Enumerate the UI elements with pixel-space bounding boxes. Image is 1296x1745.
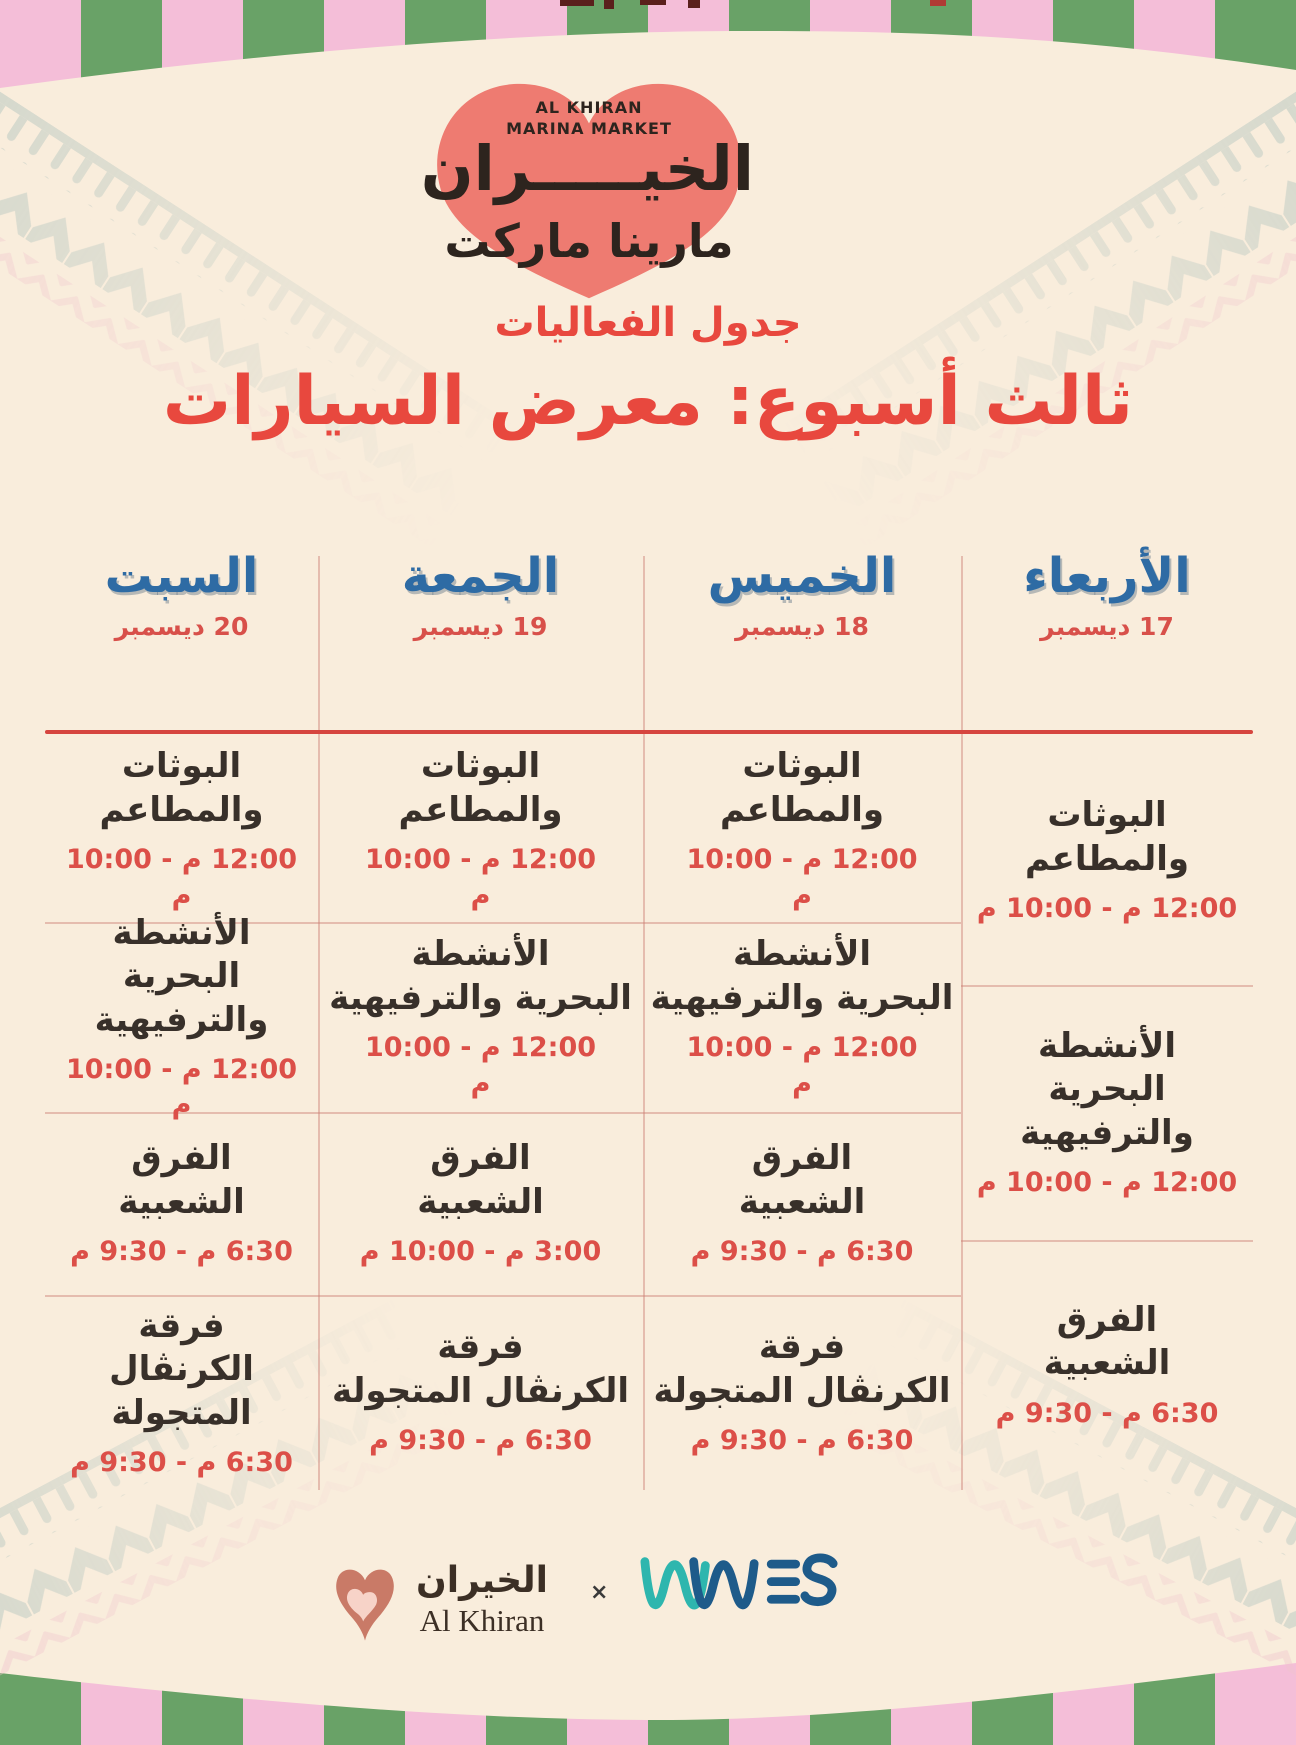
- collaboration-x-icon: ×: [590, 1580, 609, 1605]
- event-time: 3:00 م - 10:00 م: [359, 1236, 602, 1268]
- cropped-text-fragment: [560, 0, 594, 6]
- day-name: السبت: [104, 548, 259, 604]
- event-cell: فرقة الكرنڤال المتجولة 6:30 م - 9:30 م: [45, 1295, 318, 1490]
- event-time: 12:00 م - 10:00 م: [65, 1054, 298, 1121]
- row-divider: [45, 922, 961, 924]
- column-divider: [643, 556, 645, 1490]
- event-time: 12:00 م - 10:00 م: [65, 844, 298, 911]
- cropped-text-fragment: [640, 0, 666, 5]
- event-time: 12:00 م - 10:00 م: [364, 844, 597, 911]
- event-cell: الفرق الشعبية 6:30 م - 9:30 م: [961, 1240, 1253, 1490]
- event-title: الفرق الشعبية: [1043, 1299, 1171, 1384]
- page-title: ثالث أسبوع: معرض السيارات: [162, 362, 1134, 441]
- event-cell: الأنشطة البحرية والترفيهية 12:00 م - 10:…: [318, 922, 643, 1112]
- event-time: 6:30 م - 9:30 م: [690, 1425, 914, 1457]
- column-divider: [961, 556, 963, 1490]
- event-cell: فرقة الكرنڤال المتجولة 6:30 م - 9:30 م: [318, 1295, 643, 1490]
- event-title: فرقة الكرنڤال المتجولة: [653, 1327, 951, 1411]
- event-title: البوثات والمطاعم: [398, 746, 563, 830]
- event-title: الأنشطة البحرية والترفيهية: [1020, 1025, 1194, 1153]
- alkhiran-wordmark: الخيران Al Khiran: [402, 1560, 562, 1639]
- schedule-subtitle: جدول الفعاليات: [494, 300, 802, 346]
- event-title: الأنشطة البحرية والترفيهية: [94, 912, 269, 1040]
- event-time: 6:30 م - 9:30 م: [70, 1236, 293, 1268]
- day-date: 19 ديسمبر: [413, 612, 548, 641]
- event-title: الفرق الشعبية: [738, 1138, 866, 1222]
- event-cell: الأنشطة البحرية والترفيهية 12:00 م - 10:…: [45, 913, 318, 1121]
- waves-logo: [640, 1553, 838, 1610]
- row-divider: [45, 1112, 961, 1114]
- day-header-saturday: السبت 20 ديسمبر: [45, 548, 318, 641]
- event-time: 6:30 م - 9:30 م: [369, 1425, 592, 1457]
- event-title: الفرق الشعبية: [118, 1138, 245, 1222]
- day-name: الخميس: [707, 548, 897, 604]
- event-time: 12:00 م - 10:00 م: [686, 844, 918, 911]
- event-title: فرقة الكرنڤال المتجولة: [332, 1327, 629, 1411]
- event-time: 6:30 م - 9:30 م: [70, 1447, 293, 1479]
- event-title: الفرق الشعبية: [417, 1138, 544, 1222]
- event-cell: البوثات والمطاعم 12:00 م - 10:00 م: [643, 736, 961, 922]
- event-time: 6:30 م - 9:30 م: [690, 1236, 914, 1268]
- cropped-text-fragment: [930, 0, 946, 6]
- event-title: الأنشطة البحرية والترفيهية: [329, 934, 632, 1018]
- event-cell: البوثات والمطاعم 12:00 م - 10:00 م: [961, 736, 1253, 985]
- logo-arabic-subname: مارينا ماركت: [444, 214, 734, 268]
- event-time: 12:00 م - 10:00 م: [686, 1032, 918, 1099]
- row-divider: [961, 985, 1253, 987]
- day-name: الجمعة: [401, 548, 560, 604]
- day-header-thursday: الخميس 18 ديسمبر: [643, 548, 961, 641]
- event-cell: فرقة الكرنڤال المتجولة 6:30 م - 9:30 م: [643, 1295, 961, 1490]
- event-cell: الأنشطة البحرية والترفيهية 12:00 م - 10:…: [961, 985, 1253, 1240]
- event-title: الأنشطة البحرية والترفيهية: [650, 934, 954, 1018]
- event-title: البوثات والمطاعم: [719, 746, 885, 830]
- column-divider: [318, 556, 320, 1490]
- cropped-text-fragment: [604, 0, 614, 9]
- day-header-friday: الجمعة 19 ديسمبر: [318, 548, 643, 641]
- event-cell: البوثات والمطاعم 12:00 م - 10:00 م: [45, 736, 318, 922]
- logo-english-name: AL KHIRAN MARINA MARKET: [506, 98, 672, 138]
- day-date: 17 ديسمبر: [1040, 612, 1174, 641]
- alkhiran-heart-icon: [333, 1563, 397, 1649]
- day-date: 18 ديسمبر: [735, 612, 869, 641]
- event-time: 12:00 م - 10:00 م: [976, 893, 1238, 925]
- event-cell: الأنشطة البحرية والترفيهية 12:00 م - 10:…: [643, 922, 961, 1112]
- event-title: البوثات والمطاعم: [99, 746, 264, 830]
- event-cell: البوثات والمطاعم 12:00 م - 10:00 م: [318, 736, 643, 922]
- day-header-wednesday: الأربعاء 17 ديسمبر: [961, 548, 1253, 641]
- day-date: 20 ديسمبر: [114, 612, 249, 641]
- day-name: الأربعاء: [1023, 548, 1191, 604]
- event-time: 12:00 م - 10:00 م: [976, 1167, 1238, 1199]
- market-heart-logo: AL KHIRAN MARINA MARKET الخيـــــران مار…: [420, 74, 754, 302]
- event-title: فرقة الكرنڤال المتجولة: [109, 1305, 254, 1433]
- row-divider: [961, 1240, 1253, 1242]
- event-title: البوثات والمطاعم: [1024, 795, 1190, 879]
- alkhiran-arabic-label: الخيران: [416, 1560, 548, 1601]
- event-time: 12:00 م - 10:00 م: [364, 1032, 597, 1099]
- event-cell: الفرق الشعبية 6:30 م - 9:30 م: [643, 1112, 961, 1295]
- event-time: 6:30 م - 9:30 م: [995, 1397, 1219, 1429]
- event-cell: الفرق الشعبية 3:00 م - 10:00 م: [318, 1112, 643, 1295]
- alkhiran-english-label: Al Khiran: [419, 1603, 545, 1638]
- row-divider: [45, 1295, 961, 1297]
- logo-arabic-name: الخيـــــران: [420, 132, 754, 205]
- waves-letter-s: [800, 1553, 838, 1607]
- heart-icon: [437, 83, 741, 299]
- header-underline: [45, 730, 1253, 734]
- event-cell: الفرق الشعبية 6:30 م - 9:30 م: [45, 1112, 318, 1295]
- waves-letter-e: [766, 1559, 801, 1604]
- cropped-text-fragment: [688, 0, 700, 8]
